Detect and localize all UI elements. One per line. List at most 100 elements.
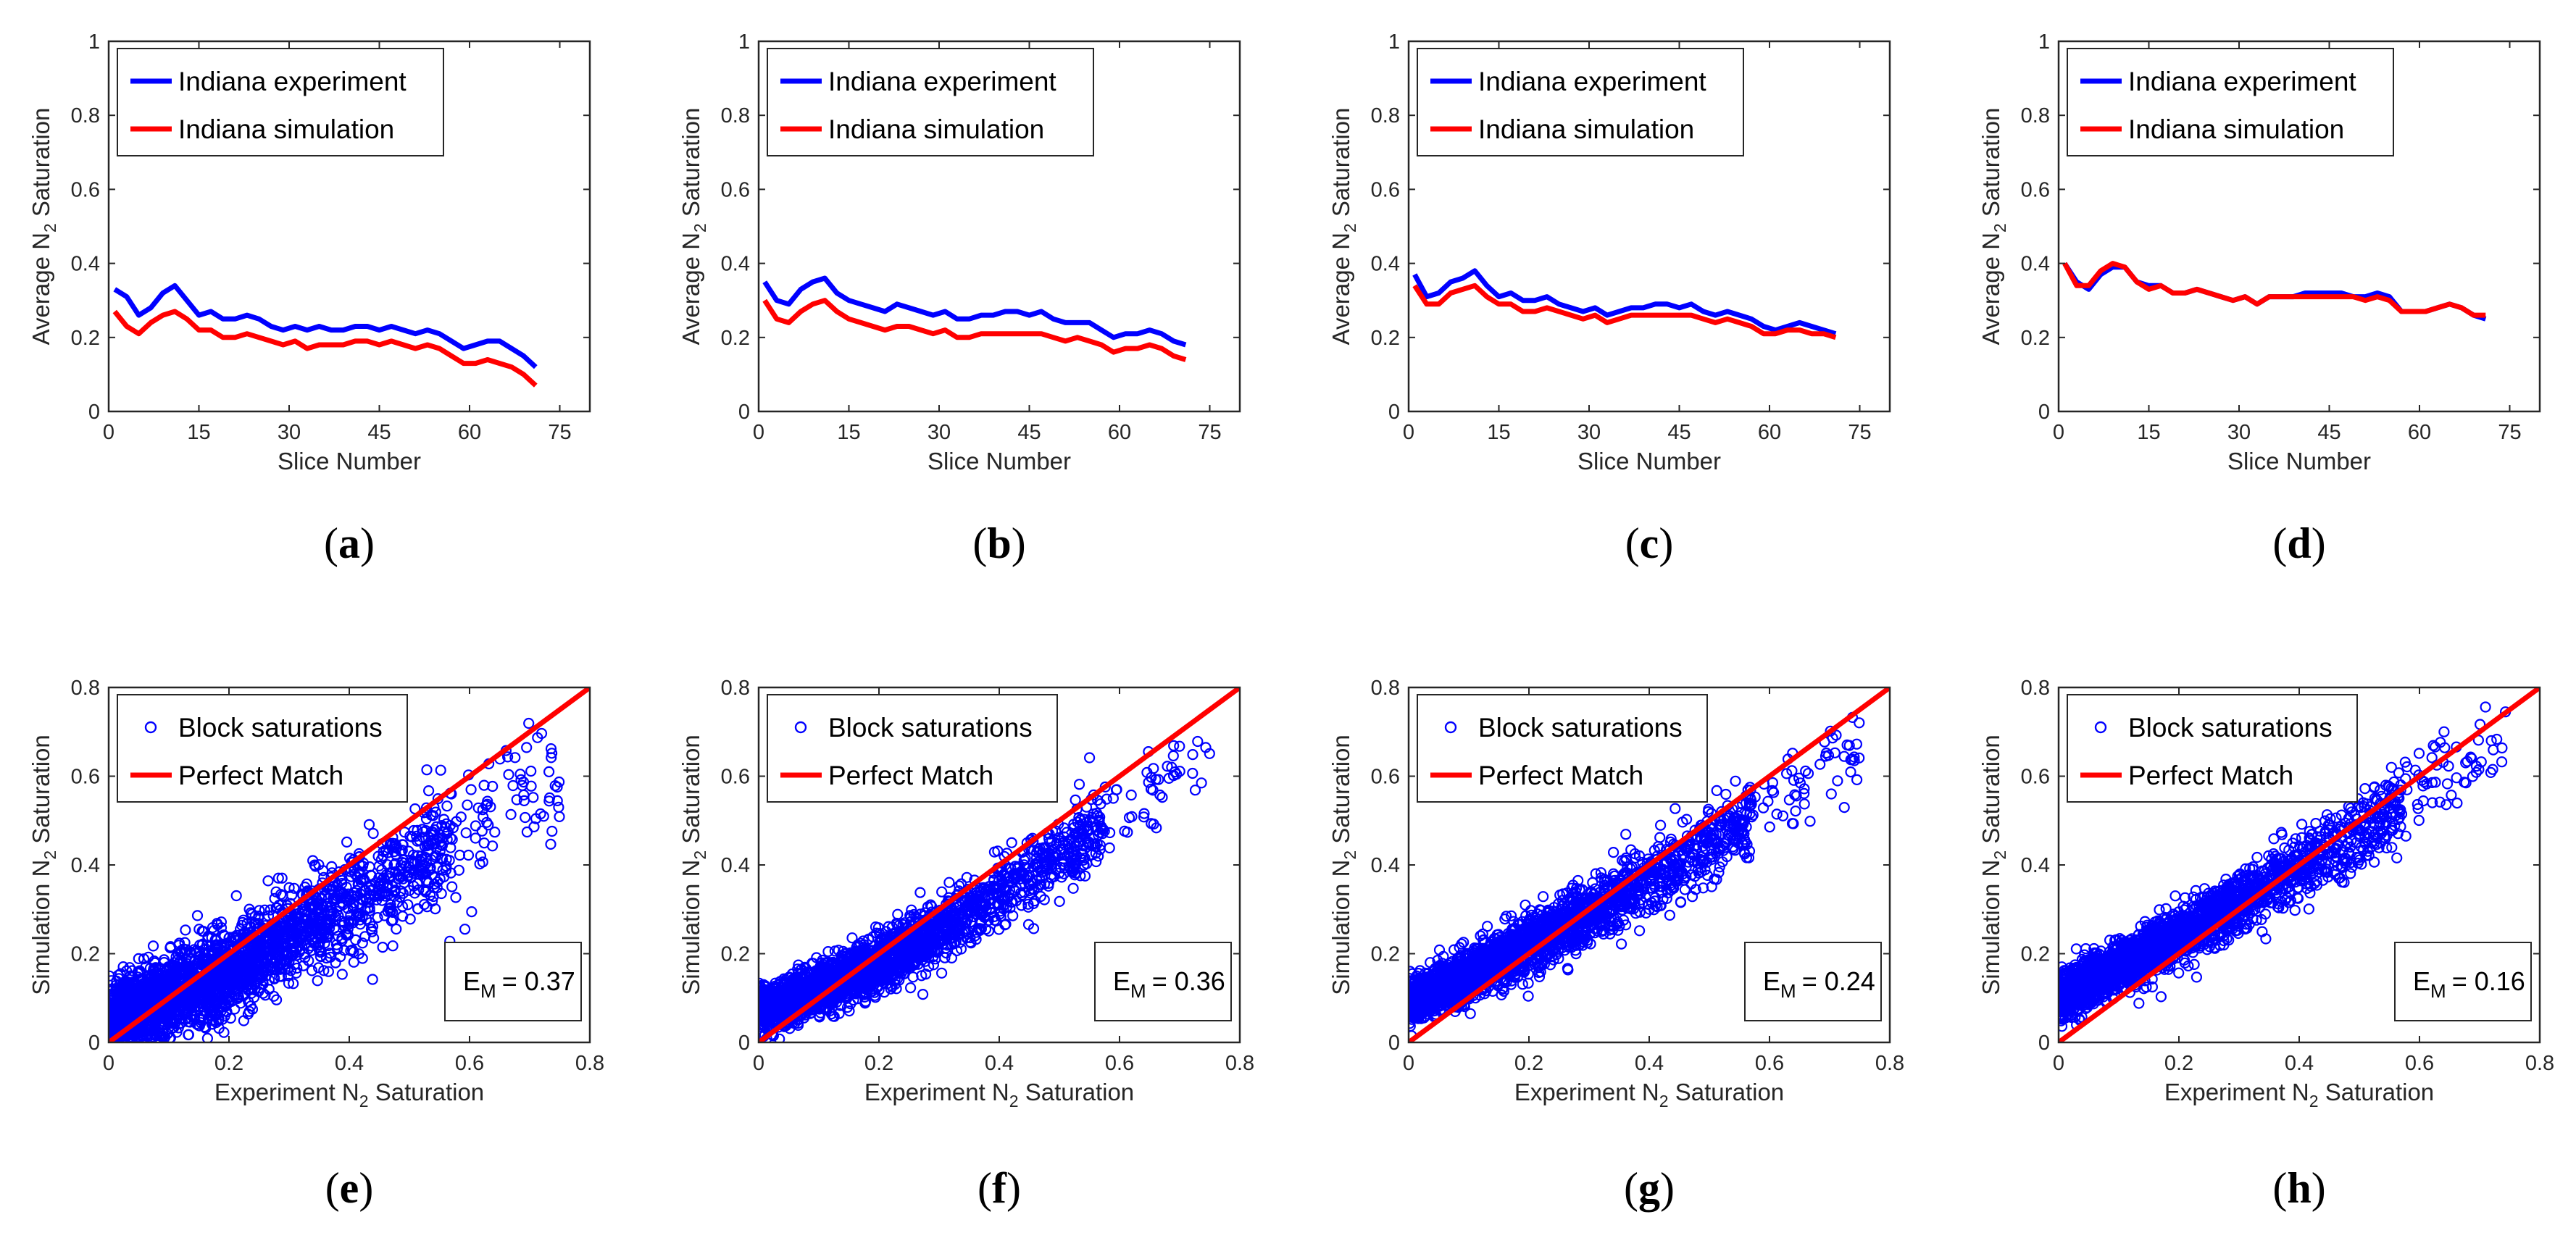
caption-paren: ) — [2312, 519, 2326, 567]
caption-paren: ) — [1012, 519, 1026, 567]
scatter-point — [462, 849, 475, 861]
caption-letter: c — [1640, 519, 1659, 567]
scatter-point — [279, 963, 291, 976]
scatter-point — [276, 947, 288, 959]
scatter-point — [465, 784, 477, 795]
scatter-point — [292, 936, 304, 948]
scatter-point — [249, 984, 261, 996]
x-tick-label: 75 — [1848, 421, 1871, 444]
scatter-point — [372, 911, 383, 924]
scatter-point — [416, 866, 428, 877]
scatter-point — [140, 961, 151, 973]
scatter-point — [360, 884, 372, 896]
scatter-point — [318, 965, 330, 976]
label-part: Average N — [1977, 233, 2004, 345]
scatter-point — [475, 850, 487, 862]
caption-paren: ) — [359, 1164, 373, 1212]
label-subscript: 2 — [41, 223, 59, 233]
scatter-point — [338, 917, 350, 929]
scatter-point — [204, 999, 216, 1011]
legend-frame — [767, 48, 1094, 156]
scatter-point — [507, 779, 519, 792]
scatter-point — [204, 1007, 217, 1019]
scatter-point — [419, 840, 430, 852]
scatter-point — [367, 921, 379, 932]
y-tick-label: 0.6 — [1371, 178, 1400, 201]
scatter-point — [383, 870, 396, 882]
scatter-point — [242, 961, 254, 973]
legend-entry-label: Indiana experiment — [2128, 67, 2356, 96]
scatter-point — [380, 880, 393, 892]
scatter-point — [1007, 910, 1019, 921]
scatter-point — [202, 976, 214, 988]
y-tick-label: 0.4 — [2021, 253, 2050, 276]
scatter-point — [530, 813, 542, 824]
scatter-point — [425, 809, 437, 821]
scatter-point — [402, 899, 414, 911]
y-tick-label: 0.8 — [1371, 104, 1400, 127]
scatter-point — [1143, 777, 1154, 788]
scatter-point — [253, 910, 264, 922]
scatter-point — [1187, 748, 1199, 761]
scatter-point — [235, 997, 246, 1009]
scatter-point — [187, 991, 199, 1003]
scatter-point — [320, 916, 331, 928]
scatter-point — [283, 977, 295, 989]
label-subscript: 2 — [691, 223, 709, 233]
scatter-point — [917, 988, 929, 1000]
scatter-point — [1174, 740, 1185, 752]
x-tick-label: 45 — [1017, 421, 1041, 444]
scatter-point — [226, 991, 238, 1003]
y-tick-label: 0.2 — [2021, 327, 2050, 350]
scatter-point — [518, 795, 530, 807]
y-tick-label: 0.6 — [721, 178, 750, 201]
label-subscript: 2 — [359, 1092, 369, 1111]
scatter-point — [435, 764, 446, 776]
caption-letter: b — [987, 519, 1011, 567]
label-subscript: 2 — [41, 850, 59, 860]
panel-caption: (a) — [324, 519, 375, 567]
scatter-point — [307, 855, 319, 866]
scatter-point — [259, 904, 270, 916]
scatter-point — [936, 886, 948, 898]
scatter-point — [271, 937, 283, 949]
x-tick-label: 0 — [753, 421, 764, 444]
x-tick-label: 30 — [2227, 421, 2251, 444]
x-tick-label: 45 — [367, 421, 391, 444]
scatter-point — [1148, 763, 1159, 774]
scatter-point — [284, 937, 296, 949]
scatter-point — [1138, 811, 1150, 823]
scatter-point — [455, 811, 467, 823]
scatter-point — [346, 871, 357, 882]
caption-paren: ) — [1659, 519, 1673, 567]
x-tick-label: 15 — [2137, 421, 2160, 444]
scatter-point — [378, 845, 389, 858]
scatter-point — [403, 845, 414, 857]
series-line-indiana-experiment — [113, 283, 538, 369]
scatter-point — [517, 776, 530, 788]
scatter-point — [114, 968, 126, 979]
scatter-point — [408, 880, 420, 892]
scatter-point — [435, 852, 447, 864]
y-tick-label: 0.6 — [71, 178, 100, 201]
scatter-point — [421, 764, 433, 776]
scatter-point — [1156, 791, 1168, 803]
legend-frame — [1417, 48, 1744, 156]
scatter-point — [308, 918, 320, 929]
scatter-point — [283, 882, 295, 893]
scatter-point — [175, 947, 187, 958]
x-tick-label: 45 — [1667, 421, 1691, 444]
scatter-point — [774, 1033, 785, 1042]
y-tick-label: 0 — [88, 1032, 100, 1055]
scatter-point — [420, 886, 431, 898]
y-tick-label: 0 — [1388, 401, 1400, 424]
scatter-point — [322, 932, 333, 943]
scatter-point — [183, 1029, 194, 1041]
scatter-point — [271, 924, 283, 937]
scatter-point — [285, 965, 297, 976]
scatter-point — [124, 962, 136, 974]
